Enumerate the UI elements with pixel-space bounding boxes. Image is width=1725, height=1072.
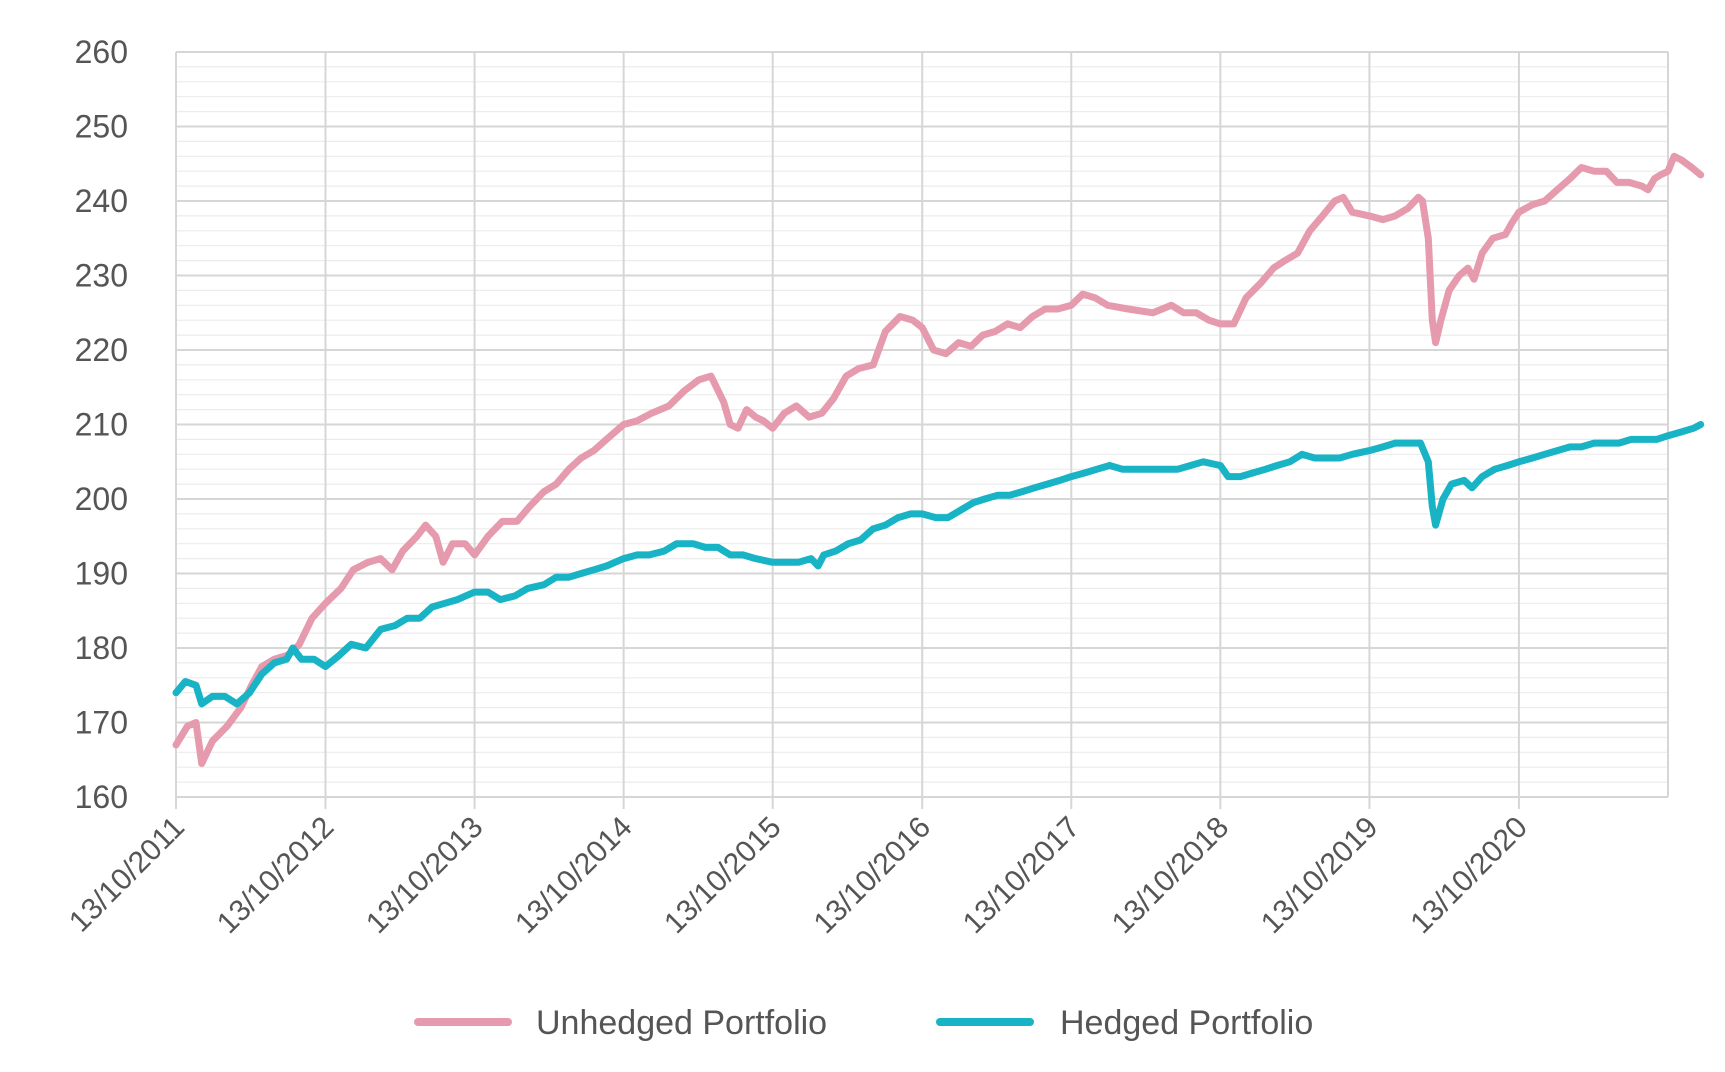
x-tick-label: 13/10/2018 bbox=[1106, 811, 1236, 941]
x-axis-ticks bbox=[175, 52, 1520, 809]
x-tick-label: 13/10/2012 bbox=[211, 811, 341, 941]
x-tick-label: 13/10/2013 bbox=[360, 811, 490, 941]
x-tick-label: 13/10/2019 bbox=[1255, 811, 1385, 941]
y-tick-label: 230 bbox=[75, 258, 128, 294]
x-tick-label: 13/10/2015 bbox=[658, 811, 788, 941]
y-tick-label: 170 bbox=[75, 705, 128, 741]
x-tick-label: 13/10/2011 bbox=[63, 811, 191, 939]
x-tick-label: 13/10/2017 bbox=[957, 811, 1087, 941]
legend-label: Hedged Portfolio bbox=[1060, 1004, 1313, 1042]
y-tick-label: 160 bbox=[75, 779, 128, 815]
y-tick-label: 220 bbox=[75, 332, 128, 368]
y-tick-label: 190 bbox=[75, 556, 128, 592]
y-tick-label: 250 bbox=[75, 109, 128, 145]
y-tick-label: 200 bbox=[75, 481, 128, 517]
y-tick-label: 180 bbox=[75, 630, 128, 666]
x-axis-tick-labels: 13/10/2011 13/10/2012 13/10/2013 13/10/2014… bbox=[63, 811, 1534, 941]
legend: Unhedged Portfolio Hedged Portfolio bbox=[414, 1004, 1313, 1042]
series-line-hedged bbox=[172, 421, 1705, 708]
y-tick-label: 210 bbox=[75, 407, 128, 443]
series-line-unhedged bbox=[172, 152, 1705, 767]
series-lines bbox=[172, 152, 1705, 767]
x-tick-label: 13/10/2020 bbox=[1404, 811, 1534, 941]
x-tick-label: 13/10/2016 bbox=[808, 811, 938, 941]
y-axis-tick-labels: 160 170 180 190 200 210 220 230 240 250 260 bbox=[75, 34, 128, 815]
y-tick-label: 260 bbox=[75, 34, 128, 70]
legend-label: Unhedged Portfolio bbox=[536, 1004, 827, 1042]
x-tick-label: 13/10/2014 bbox=[509, 811, 639, 941]
y-tick-label: 240 bbox=[75, 183, 128, 219]
